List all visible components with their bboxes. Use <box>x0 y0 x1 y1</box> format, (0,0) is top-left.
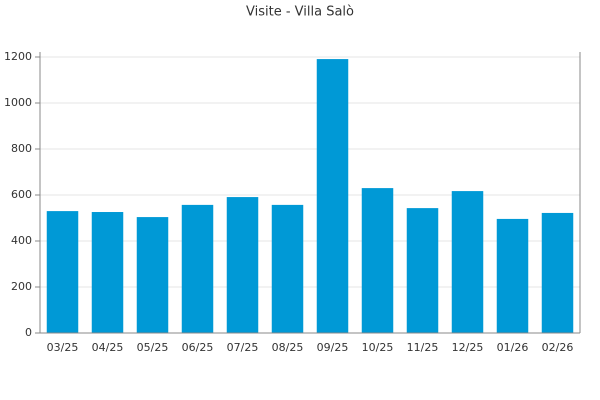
bar <box>181 204 214 333</box>
x-tick-label: 04/25 <box>92 341 124 354</box>
y-tick-label: 600 <box>11 188 32 201</box>
bar <box>496 218 529 333</box>
y-tick-label: 800 <box>11 142 32 155</box>
bar <box>136 217 169 333</box>
x-tick-label: 07/25 <box>227 341 259 354</box>
bar <box>541 212 574 333</box>
y-tick-label: 1000 <box>4 96 32 109</box>
bar <box>316 59 349 333</box>
y-tick-label: 0 <box>25 326 32 339</box>
y-tick-label: 1200 <box>4 50 32 63</box>
y-tick-label: 200 <box>11 280 32 293</box>
x-tick-label: 09/25 <box>317 341 349 354</box>
x-tick-label: 11/25 <box>407 341 439 354</box>
bar <box>46 211 79 333</box>
x-tick-label: 10/25 <box>362 341 394 354</box>
x-tick-label: 01/26 <box>497 341 529 354</box>
x-tick-label: 06/25 <box>182 341 214 354</box>
bar <box>406 208 439 333</box>
bar <box>451 191 484 333</box>
chart-title: Visite - Villa Salò <box>246 5 354 20</box>
y-tick-label: 400 <box>11 234 32 247</box>
x-tick-label: 08/25 <box>272 341 304 354</box>
x-tick-label: 05/25 <box>137 341 169 354</box>
bar <box>271 204 304 333</box>
x-tick-label: 02/26 <box>542 341 574 354</box>
bar <box>361 188 394 333</box>
x-tick-label: 03/25 <box>47 341 79 354</box>
bar <box>91 212 124 333</box>
bar <box>226 197 259 333</box>
x-tick-label: 12/25 <box>452 341 484 354</box>
